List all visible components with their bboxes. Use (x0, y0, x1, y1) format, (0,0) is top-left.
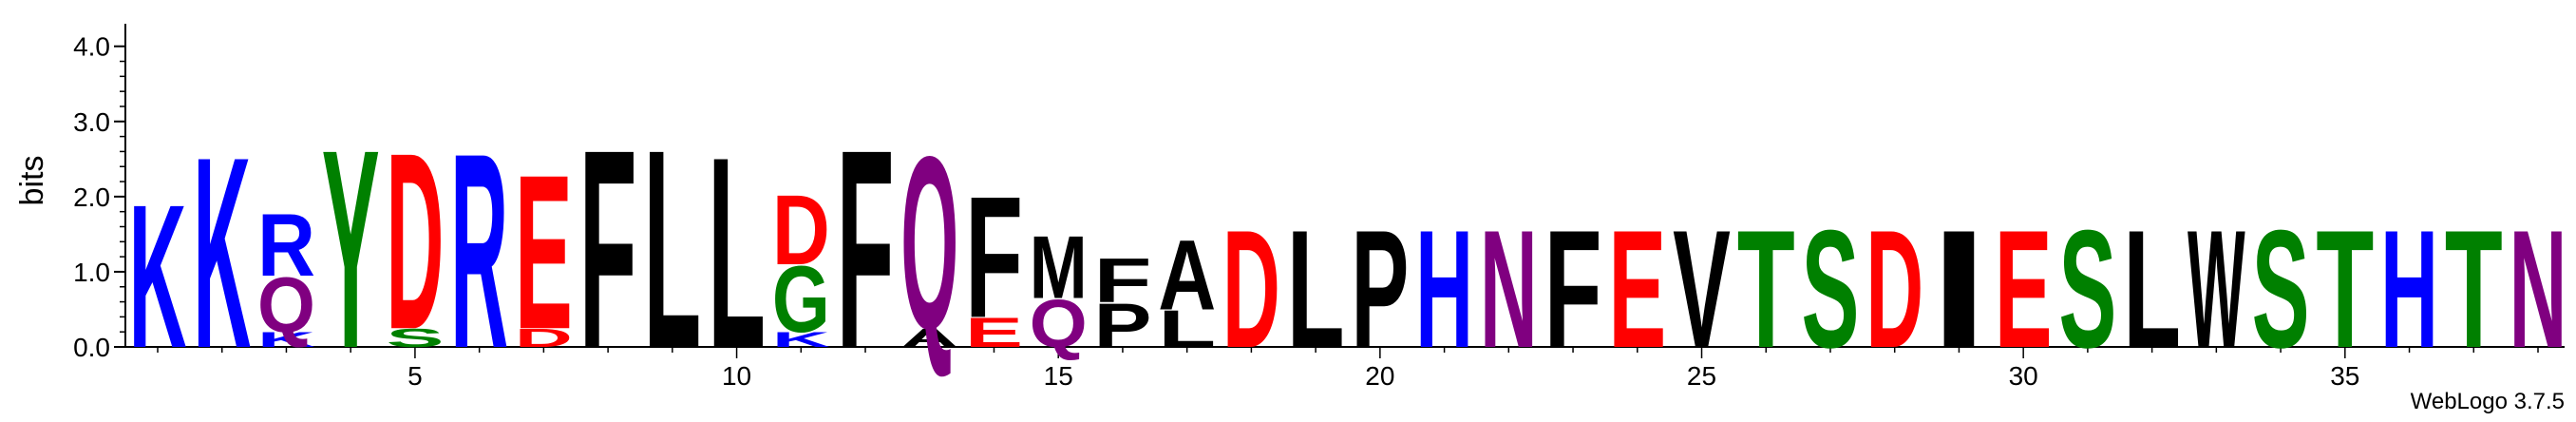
x-tick-label: 15 (1044, 361, 1073, 391)
logo-letter-i: I (1930, 196, 1988, 383)
logo-letter-a: A (900, 323, 958, 353)
logo-letter-q: Q (900, 105, 958, 381)
logo-letter-s: S (1801, 195, 1859, 382)
logo-letter-k: K (257, 328, 315, 352)
logo-letter-t: T (2316, 196, 2374, 383)
x-tick-label: 10 (722, 361, 751, 391)
logo-letter-h: H (1415, 197, 1473, 384)
logo-letter-t: T (1737, 196, 1795, 383)
logo-letter-n: N (2510, 197, 2567, 384)
logo-letter-y: Y (322, 90, 380, 408)
logo-letter-t: T (2445, 196, 2503, 383)
y-tick-label: 0.0 (73, 333, 110, 362)
logo-letter-l: L (2123, 196, 2181, 383)
logo-letter-f: F (965, 162, 1023, 355)
x-tick-label: 5 (407, 361, 423, 391)
logo-letter-l: L (1158, 300, 1216, 359)
logo-letter-l: L (1287, 196, 1345, 383)
y-tick-label: 3.0 (73, 107, 110, 137)
x-tick-label: 35 (2330, 361, 2359, 391)
y-tick-label: 2.0 (73, 182, 110, 212)
logo-letter-s: S (2252, 195, 2310, 382)
logo-letter-m: M (1030, 218, 1088, 317)
logo-letter-p: P (1093, 290, 1151, 360)
y-tick-label: 1.0 (73, 258, 110, 287)
logo-letter-s: S (2058, 195, 2116, 382)
x-tick-label: 25 (1687, 361, 1716, 391)
logo-letter-f: F (1093, 244, 1151, 315)
logo-letter-r: R (450, 95, 508, 406)
footer-credit: WebLogo 3.7.5 (2411, 389, 2565, 414)
logo-letter-d: D (1866, 197, 1923, 384)
logo-letter-e: E (515, 129, 573, 375)
logo-letter-l: L (643, 92, 701, 409)
y-axis-label: bits (14, 156, 50, 206)
logo-letter-r: R (257, 195, 315, 295)
logo-letter-e: E (1995, 195, 2053, 382)
logo-letter-h: H (2380, 197, 2438, 384)
logo-letter-a: A (1158, 221, 1216, 332)
logo-letter-f: F (1544, 196, 1602, 383)
x-tick-label: 20 (1365, 361, 1394, 391)
logo-letter-n: N (1480, 197, 1538, 384)
y-tick-label: 4.0 (73, 32, 110, 62)
logo-letter-e: E (965, 310, 1023, 356)
logo-letter-d: D (515, 323, 573, 353)
logo-letter-e: E (1608, 195, 1666, 382)
logo-letter-k: K (193, 99, 251, 405)
logo-letter-d: D (1222, 197, 1280, 384)
logo-letter-f: F (579, 92, 637, 409)
logo-letter-d: D (386, 100, 444, 381)
axes: 0.0 1.0 2.0 3.0 4.0 5 10 15 20 25 30 35 (73, 24, 2565, 391)
logo-letter-q: Q (257, 261, 315, 349)
logo-letter-w: W (2188, 197, 2245, 384)
logo-letter-f: F (837, 92, 895, 409)
logo-letter-s: S (386, 323, 444, 353)
logo-letter-l: L (708, 100, 766, 406)
logo-letter-k: K (129, 162, 187, 391)
logo-letter-q: Q (1030, 285, 1088, 361)
logo-letter-g: G (772, 246, 830, 352)
logo-letter-v: V (1673, 195, 1731, 382)
x-tick-label: 30 (2009, 361, 2038, 391)
logo-letter-d: D (772, 175, 830, 286)
logo-letter-k: K (772, 328, 830, 352)
logo-letter-p: P (1351, 195, 1409, 382)
